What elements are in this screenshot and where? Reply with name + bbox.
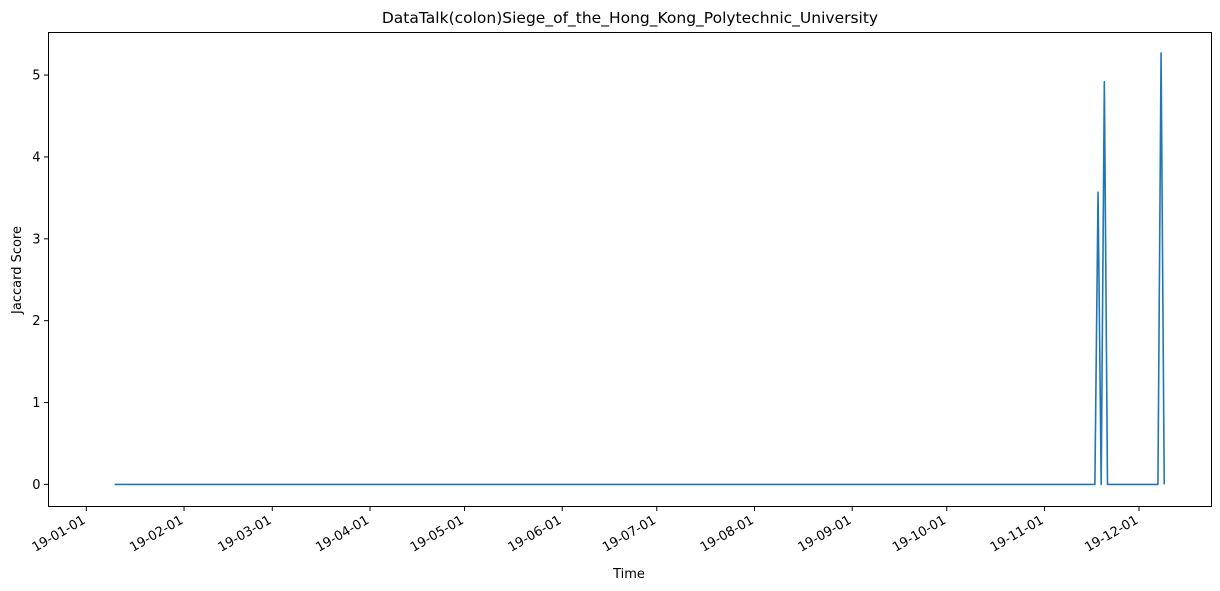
series-line	[114, 52, 1166, 486]
y-tick-label: 5	[32, 69, 40, 84]
y-tick-label: 4	[32, 150, 40, 165]
series-layer	[114, 52, 1166, 486]
x-axis-title: Time	[612, 567, 645, 582]
y-axis: 0 1 2 3 4 5	[32, 69, 49, 493]
y-tick-label: 0	[32, 478, 40, 493]
y-tick-label: 2	[32, 314, 40, 329]
chart-title: DataTalk(colon)Siege_of_the_Hong_Kong_Po…	[382, 9, 878, 28]
plot-frame	[48, 32, 1212, 507]
y-axis-title: Jaccard Score	[10, 226, 25, 315]
y-tick-label: 1	[32, 396, 40, 411]
y-tick-label: 3	[32, 232, 40, 247]
